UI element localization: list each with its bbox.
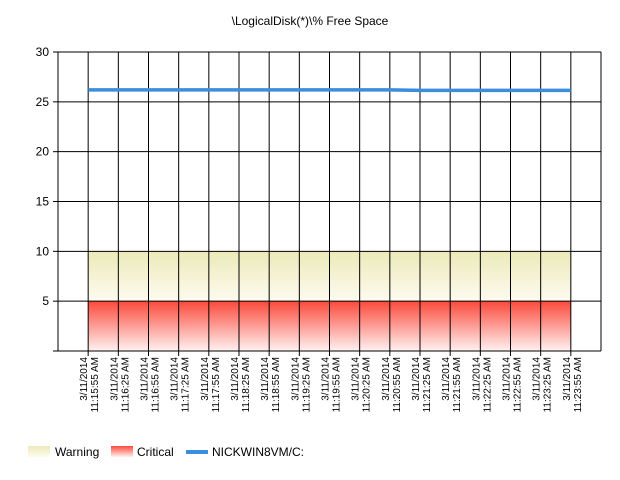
y-tick-label: 25 <box>36 95 50 109</box>
x-tick-label-time: 11:22:55 AM <box>513 357 524 412</box>
legend: Warning Critical NICKWIN8VM/C: <box>28 445 304 459</box>
x-tick-label-time: 11:16:55 AM <box>151 357 162 412</box>
x-tick-label-time: 11:18:25 AM <box>241 357 252 412</box>
x-tick-label-date: 3/11/2014 <box>260 357 271 401</box>
x-tick-label: 3/11/201411:22:55 AM <box>502 357 524 413</box>
legend-label-critical: Critical <box>137 445 174 459</box>
x-tick-label: 3/11/201411:19:55 AM <box>321 357 343 413</box>
x-axis: 3/11/201411:15:55 AM 3/11/201411:16:25 AM… <box>58 350 601 413</box>
x-tick-label-date: 3/11/2014 <box>381 357 392 401</box>
x-tick-label: 3/11/201411:22:25 AM <box>471 357 493 413</box>
x-tick-label-time: 11:21:25 AM <box>422 357 433 412</box>
y-tick-label: 15 <box>36 195 50 209</box>
x-tick-label-time: 11:19:25 AM <box>301 357 312 412</box>
x-tick-label-date: 3/11/2014 <box>140 357 151 401</box>
x-tick-label: 3/11/201411:23:55 AM <box>562 357 584 413</box>
chart-title: \LogicalDisk(*)\% Free Space <box>232 14 389 28</box>
x-tick-label: 3/11/201411:21:25 AM <box>411 357 433 413</box>
legend-label-warning: Warning <box>55 445 99 459</box>
x-tick-label: 3/11/201411:15:55 AM <box>79 357 101 413</box>
x-tick-label-time: 11:23:25 AM <box>543 357 554 412</box>
x-tick-label-time: 11:16:25 AM <box>120 357 131 412</box>
x-tick-label: 3/11/201411:20:55 AM <box>381 357 403 413</box>
x-tick-label-date: 3/11/2014 <box>502 357 513 401</box>
x-tick-label: 3/11/201411:18:55 AM <box>260 357 282 413</box>
legend-label-series: NICKWIN8VM/C: <box>212 445 304 459</box>
x-tick-label: 3/11/201411:21:55 AM <box>441 357 463 413</box>
x-tick-label: 3/11/201411:23:25 AM <box>532 357 554 413</box>
x-tick-label-date: 3/11/2014 <box>290 357 301 401</box>
x-tick-label-time: 11:21:55 AM <box>452 357 463 412</box>
x-tick-label: 3/11/201411:18:25 AM <box>230 357 252 413</box>
x-tick-label-time: 11:17:55 AM <box>211 357 222 412</box>
x-tick-label: 3/11/201411:17:25 AM <box>170 357 192 413</box>
y-tick-label: 30 <box>36 45 50 59</box>
x-tick-label-date: 3/11/2014 <box>200 357 211 401</box>
legend-swatch-warning <box>28 446 50 457</box>
x-tick-label-date: 3/11/2014 <box>532 357 543 401</box>
x-tick-label-date: 3/11/2014 <box>562 357 573 401</box>
x-tick-label: 3/11/201411:16:25 AM <box>109 357 131 413</box>
x-tick-label-time: 11:22:25 AM <box>482 357 493 412</box>
x-tick-label-time: 11:19:55 AM <box>332 357 343 412</box>
x-tick-label-date: 3/11/2014 <box>411 357 422 401</box>
y-tick-label: 10 <box>36 244 50 258</box>
x-tick-label-date: 3/11/2014 <box>351 357 362 401</box>
y-tick-label: 20 <box>36 145 50 159</box>
x-tick-label-date: 3/11/2014 <box>170 357 181 401</box>
x-tick-label-date: 3/11/2014 <box>471 357 482 401</box>
x-tick-label: 3/11/201411:19:25 AM <box>290 357 312 413</box>
x-tick-label-time: 11:20:55 AM <box>392 357 403 412</box>
x-tick-label-date: 3/11/2014 <box>441 357 452 401</box>
x-tick-label: 3/11/201411:17:55 AM <box>200 357 222 413</box>
grid <box>58 51 602 351</box>
x-tick-label: 3/11/201411:20:25 AM <box>351 357 373 413</box>
x-tick-label-time: 11:15:55 AM <box>90 357 101 412</box>
x-tick-label-time: 11:18:55 AM <box>271 357 282 412</box>
y-axis: 5 10 15 20 25 30 <box>36 45 59 352</box>
x-tick-label-date: 3/11/2014 <box>79 357 90 401</box>
x-tick-label-time: 11:23:55 AM <box>573 357 584 412</box>
x-tick-label: 3/11/201411:16:55 AM <box>140 357 162 413</box>
x-tick-label-date: 3/11/2014 <box>321 357 332 401</box>
legend-swatch-critical <box>111 446 133 457</box>
x-tick-label-date: 3/11/2014 <box>230 357 241 401</box>
x-tick-label-date: 3/11/2014 <box>109 357 120 401</box>
x-tick-label-time: 11:17:25 AM <box>181 357 192 412</box>
x-tick-label-time: 11:20:25 AM <box>362 357 373 412</box>
y-tick-label: 5 <box>42 294 49 308</box>
